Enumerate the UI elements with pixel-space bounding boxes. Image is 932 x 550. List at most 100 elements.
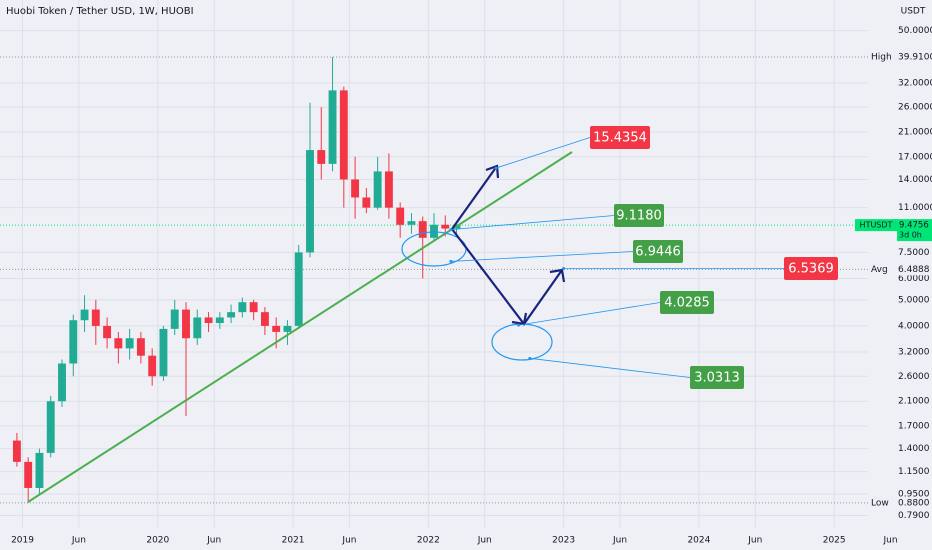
level-value: 6.4888 bbox=[898, 265, 930, 275]
x-tick-label: Jun bbox=[71, 536, 86, 546]
currency: USDT bbox=[901, 7, 926, 17]
callout-label: 9.1180 bbox=[616, 209, 662, 224]
candle-body bbox=[351, 179, 360, 198]
candle-body bbox=[136, 338, 145, 356]
symbol-tag bbox=[855, 219, 897, 232]
x-tick-label: 2021 bbox=[282, 536, 305, 546]
y-tick-label: 0.9500 bbox=[898, 489, 930, 499]
callout-point bbox=[449, 228, 453, 232]
y-tick-label: 11.0000 bbox=[898, 203, 932, 213]
arrow-head bbox=[549, 268, 566, 283]
y-tick-label: 1.1500 bbox=[898, 467, 930, 477]
candle-body bbox=[339, 90, 348, 180]
y-tick-label: 50.0000 bbox=[898, 26, 932, 36]
y-tick-label: 2.6000 bbox=[898, 372, 930, 382]
candle-body bbox=[80, 309, 89, 321]
y-tick-label: 17.0000 bbox=[898, 152, 932, 162]
callout-line bbox=[450, 251, 634, 262]
candle-body bbox=[215, 317, 224, 324]
last-price: 9.4756 bbox=[899, 221, 929, 231]
candle-body bbox=[418, 221, 427, 238]
callout-box bbox=[614, 204, 664, 227]
candle-body bbox=[283, 325, 292, 332]
candle-body bbox=[170, 309, 179, 329]
countdown: 3d 0h bbox=[899, 231, 922, 240]
callout-point bbox=[517, 323, 521, 327]
candle-body bbox=[46, 401, 55, 453]
callout-label: 4.0285 bbox=[664, 296, 710, 311]
level-name: Avg bbox=[871, 265, 888, 275]
callout-line bbox=[529, 357, 691, 378]
callout-box bbox=[660, 291, 714, 314]
candle-body bbox=[159, 328, 168, 377]
y-tick-label: 3.2000 bbox=[898, 347, 930, 357]
x-tick-label: 2019 bbox=[11, 536, 34, 546]
callout-box bbox=[690, 366, 744, 389]
candle-body bbox=[24, 461, 33, 488]
candle-body bbox=[204, 317, 213, 324]
candle-body bbox=[35, 452, 44, 488]
y-tick-label: 4.0000 bbox=[898, 321, 930, 331]
x-tick-label: 2024 bbox=[687, 536, 710, 546]
candle-body bbox=[12, 440, 21, 462]
callout-label: 15.4354 bbox=[593, 131, 647, 146]
candles bbox=[12, 57, 461, 503]
candle-body bbox=[384, 171, 393, 208]
callout-box bbox=[633, 240, 683, 263]
y-tick-label: 26.0000 bbox=[898, 103, 932, 113]
grid bbox=[0, 0, 892, 528]
x-tick-label: Jun bbox=[747, 536, 762, 546]
x-tick-label: 2022 bbox=[417, 536, 440, 546]
candle-body bbox=[373, 171, 382, 208]
callout-box bbox=[784, 257, 838, 280]
axis-labels: 50.0000 32.0000 26.0000 21.0000 17.0000 14.00… bbox=[11, 26, 932, 546]
level-name: High bbox=[871, 53, 892, 63]
candle-body bbox=[430, 224, 438, 238]
candle-body bbox=[317, 150, 326, 164]
level-value: 0.8800 bbox=[898, 498, 930, 508]
price-tag bbox=[897, 219, 932, 242]
level-tag bbox=[868, 496, 932, 509]
candle-body bbox=[125, 338, 134, 349]
x-tick-label: Jun bbox=[477, 536, 492, 546]
x-tick-label: 2020 bbox=[146, 536, 169, 546]
y-tick-label: 14.0000 bbox=[898, 175, 932, 185]
candle-body bbox=[441, 224, 450, 229]
x-tick-label: Jun bbox=[883, 536, 898, 546]
candle-body bbox=[182, 309, 190, 339]
candle-body bbox=[238, 302, 247, 313]
candle-body bbox=[91, 309, 100, 326]
callout-point bbox=[494, 166, 498, 170]
candle-body bbox=[103, 325, 112, 339]
x-tick-label: Jun bbox=[341, 536, 356, 546]
level-tag bbox=[868, 263, 932, 276]
candle-body bbox=[294, 252, 303, 326]
candle-body bbox=[272, 325, 281, 332]
symbol: HTUSDT bbox=[860, 221, 893, 230]
y-tick-label: 7.5000 bbox=[898, 248, 930, 258]
candle-body bbox=[362, 197, 371, 208]
candle-body bbox=[306, 150, 314, 253]
y-tick-label: 2.1000 bbox=[898, 397, 930, 407]
callout-label: 6.5369 bbox=[788, 262, 834, 277]
candle-body bbox=[193, 317, 202, 339]
y-tick-label: 1.7000 bbox=[898, 421, 930, 431]
callout-label: 3.0313 bbox=[694, 371, 740, 386]
candle-body bbox=[148, 355, 157, 377]
trend-line bbox=[27, 151, 573, 503]
x-tick-label: Jun bbox=[612, 536, 627, 546]
y-tick-label: 1.4000 bbox=[898, 444, 930, 454]
level-value: 39.9100 bbox=[898, 53, 932, 63]
x-tick-label: 2023 bbox=[552, 536, 575, 546]
y-tick-label: 32.0000 bbox=[898, 78, 932, 88]
callout-label: 6.9446 bbox=[635, 245, 681, 260]
candle-body bbox=[69, 320, 78, 364]
callout-line bbox=[518, 302, 661, 326]
callout-point bbox=[528, 356, 532, 360]
y-tick-label: 6.0000 bbox=[898, 274, 930, 284]
callout-box bbox=[590, 126, 650, 149]
arrow-head bbox=[485, 164, 500, 179]
